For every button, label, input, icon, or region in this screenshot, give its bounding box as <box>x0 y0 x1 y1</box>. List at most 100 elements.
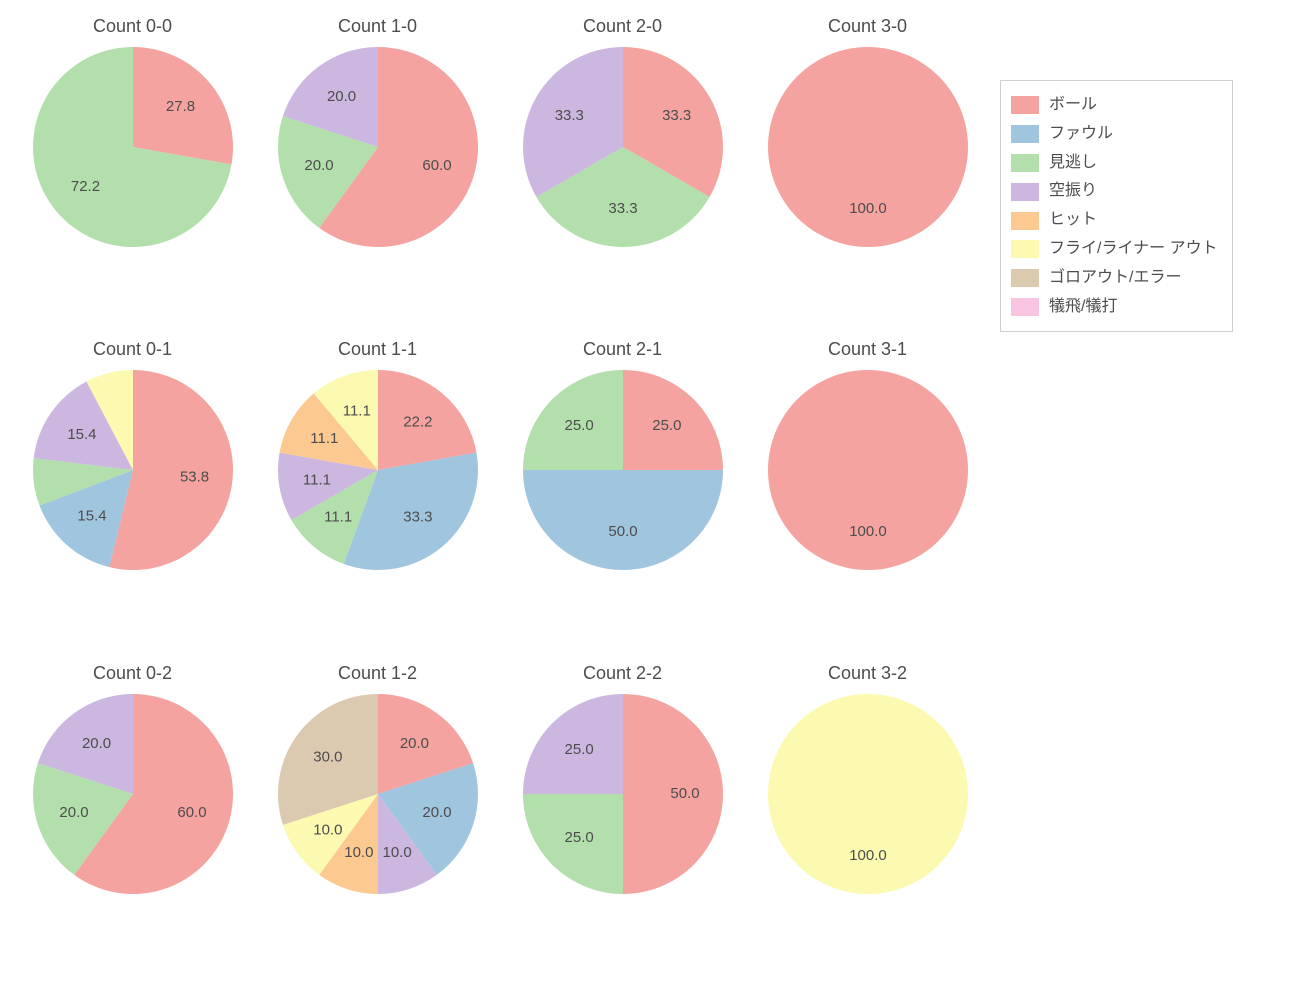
panel-count-3-1: Count 3-1 100.0 <box>755 333 980 646</box>
legend-label: ヒット <box>1049 206 1097 235</box>
legend-swatch <box>1011 154 1039 172</box>
pie-wrap: 33.3 33.3 33.3 <box>523 47 723 247</box>
pie-slice-label: 11.1 <box>324 509 352 526</box>
legend-swatch <box>1011 125 1039 143</box>
legend: ボールファウル見逃し空振りヒットフライ/ライナー アウトゴロアウト/エラー犠飛/… <box>1000 80 1233 332</box>
pie-slice-label: 15.4 <box>77 508 106 525</box>
legend-label: 空振り <box>1049 177 1097 206</box>
pie-svg: 100.0 <box>768 370 968 570</box>
pie-slice-label: 25.0 <box>564 417 593 434</box>
panel-title: Count 1-0 <box>265 16 490 37</box>
pie-wrap: 25.050.025.0 <box>523 370 723 570</box>
pie-svg: 100.0 <box>768 47 968 247</box>
pie-slice-label: 25.0 <box>564 828 593 845</box>
pie-wrap: 60.0 20.0 20.0 <box>33 694 233 894</box>
pie-wrap: 100.0 <box>768 694 968 894</box>
pie-slice <box>768 370 968 570</box>
pie-slice-label: 10.0 <box>344 844 373 861</box>
pie-slice-label: 20.0 <box>422 804 451 821</box>
panel-title: Count 0-2 <box>20 663 245 684</box>
panel-title: Count 2-2 <box>510 663 735 684</box>
pie-svg: 50.025.025.0 <box>523 694 723 894</box>
pie-wrap: 20.020.010.010.010.030.0 <box>278 694 478 894</box>
legend-swatch <box>1011 240 1039 258</box>
pie-slice-label: 27.8 <box>165 98 194 115</box>
pie-slice-label: 11.1 <box>310 430 338 447</box>
panel-title: Count 2-1 <box>510 339 735 360</box>
pie-slice-label: 30.0 <box>313 748 342 765</box>
pie-wrap: 100.0 <box>768 47 968 247</box>
pie-svg: 53.8 15.4 15.4 <box>33 370 233 570</box>
panel-title: Count 3-2 <box>755 663 980 684</box>
figure-canvas: Count 0-027.872.2Count 1-060.020.020.0Co… <box>0 0 1300 1000</box>
pie-slice <box>768 47 968 247</box>
panel-count-0-0: Count 0-0 27.8 72.2 <box>20 10 245 323</box>
panel-count-3-2: Count 3-2 100.0 <box>755 657 980 970</box>
pie-slice-label: 20.0 <box>81 734 110 751</box>
legend-label: ファウル <box>1049 120 1113 149</box>
pie-svg: 27.8 72.2 <box>33 47 233 247</box>
pie-slice-label: 20.0 <box>59 804 88 821</box>
legend-label: ゴロアウト/エラー <box>1049 264 1181 293</box>
pie-slice <box>523 470 723 570</box>
pie-svg: 22.233.311.111.111.111.1 <box>278 370 478 570</box>
pie-slice-label: 100.0 <box>849 200 887 217</box>
pie-slice-label: 10.0 <box>313 821 342 838</box>
pie-slice-label: 50.0 <box>670 785 699 802</box>
legend-item: 見逃し <box>1011 149 1218 178</box>
pie-slice-label: 15.4 <box>67 426 96 443</box>
pie-slice-label: 72.2 <box>70 178 99 195</box>
legend-label: 犠飛/犠打 <box>1049 293 1117 322</box>
pie-slice-label: 60.0 <box>177 804 206 821</box>
legend-swatch <box>1011 96 1039 114</box>
panel-count-1-1: Count 1-122.233.311.111.111.111.1 <box>265 333 490 646</box>
pie-slice-label: 33.3 <box>403 509 432 526</box>
pie-slice-label: 33.3 <box>554 107 583 124</box>
pie-slice-label: 50.0 <box>608 523 637 540</box>
panel-count-2-0: Count 2-0 33.3 33.3 33.3 <box>510 10 735 323</box>
pie-slice <box>768 694 968 894</box>
pie-slice-label: 53.8 <box>179 469 208 486</box>
panel-title: Count 0-1 <box>20 339 245 360</box>
legend-item: ヒット <box>1011 206 1218 235</box>
panel-count-1-0: Count 1-0 60.0 20.0 20.0 <box>265 10 490 323</box>
legend-item: 空振り <box>1011 177 1218 206</box>
pie-svg: 60.0 20.0 20.0 <box>33 694 233 894</box>
panel-title: Count 3-1 <box>755 339 980 360</box>
panel-title: Count 2-0 <box>510 16 735 37</box>
panel-count-0-2: Count 0-2 60.0 20.0 20.0 <box>20 657 245 970</box>
pie-grid: Count 0-027.872.2Count 1-060.020.020.0Co… <box>20 10 980 970</box>
panel-title: Count 1-2 <box>265 663 490 684</box>
legend-swatch <box>1011 298 1039 316</box>
pie-svg: 25.050.025.0 <box>523 370 723 570</box>
pie-slice-label: 100.0 <box>849 523 887 540</box>
pie-svg: 60.0 20.0 20.0 <box>278 47 478 247</box>
pie-slice-label: 11.1 <box>302 472 330 489</box>
pie-slice-label: 20.0 <box>326 88 355 105</box>
panel-title: Count 1-1 <box>265 339 490 360</box>
pie-svg: 20.020.010.010.010.030.0 <box>278 694 478 894</box>
pie-wrap: 60.0 20.0 20.0 <box>278 47 478 247</box>
legend-swatch <box>1011 183 1039 201</box>
pie-wrap: 27.8 72.2 <box>33 47 233 247</box>
panel-count-2-2: Count 2-250.025.025.0 <box>510 657 735 970</box>
legend-label: フライ/ライナー アウト <box>1049 235 1218 264</box>
pie-slice-label: 20.0 <box>304 157 333 174</box>
pie-slice-label: 33.3 <box>608 200 637 217</box>
panel-count-0-1: Count 0-1 53.8 15.4 15.4 <box>20 333 245 646</box>
legend-item: 犠飛/犠打 <box>1011 293 1218 322</box>
panel-count-2-1: Count 2-125.050.025.0 <box>510 333 735 646</box>
pie-slice-label: 10.0 <box>382 844 411 861</box>
pie-slice-label: 11.1 <box>342 403 370 420</box>
pie-slice-label: 20.0 <box>399 734 428 751</box>
pie-wrap: 53.8 15.4 15.4 <box>33 370 233 570</box>
pie-slice-label: 33.3 <box>662 107 691 124</box>
panel-title: Count 0-0 <box>20 16 245 37</box>
legend-item: ゴロアウト/エラー <box>1011 264 1218 293</box>
pie-svg: 33.3 33.3 33.3 <box>523 47 723 247</box>
legend-label: 見逃し <box>1049 149 1097 178</box>
pie-slice-label: 60.0 <box>422 157 451 174</box>
legend-swatch <box>1011 212 1039 230</box>
pie-svg: 100.0 <box>768 694 968 894</box>
legend-item: フライ/ライナー アウト <box>1011 235 1218 264</box>
